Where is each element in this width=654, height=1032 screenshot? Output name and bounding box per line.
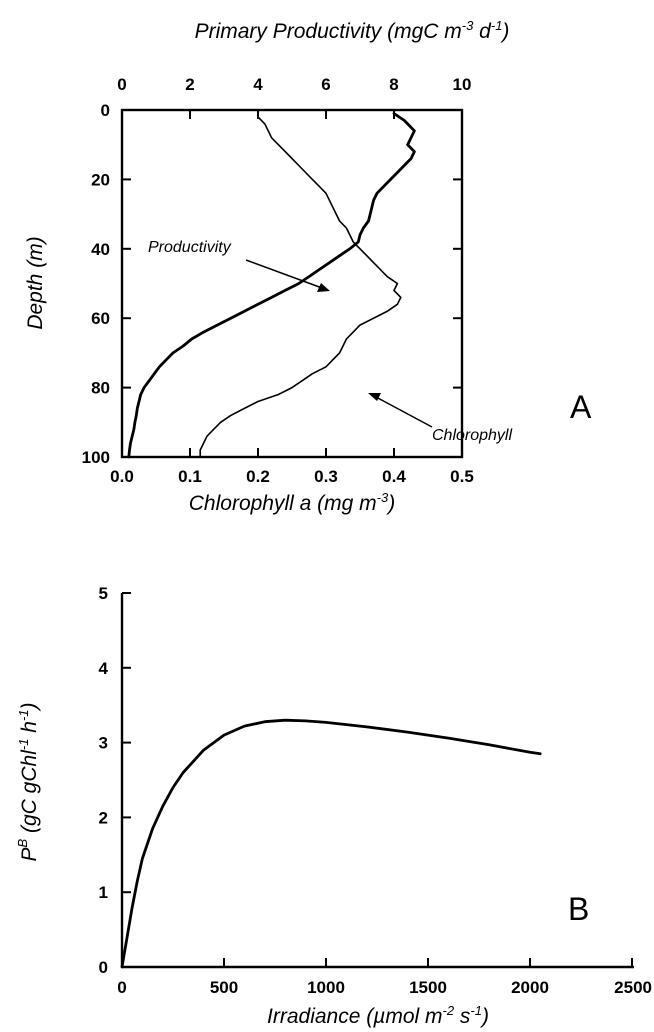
depth-axis-tick-label: 40: [91, 240, 110, 259]
depth-axis-title: Depth (m): [24, 236, 47, 329]
annotation-chlorophyll: Chlorophyll: [432, 427, 512, 444]
bottom-axis-tick-label: 0.0: [110, 467, 134, 486]
top-axis-tick-label: 6: [321, 75, 330, 94]
top-axis-tick-label: 4: [253, 75, 263, 94]
pb-axis-tick-label: 3: [99, 734, 108, 753]
top-axis-tick-label: 2: [185, 75, 194, 94]
pb-axis-tick-label: 2: [99, 808, 108, 827]
bottom-axis-title: Chlorophyll a (mg m-3): [189, 490, 395, 515]
irradiance-axis-title: Irradiance (µmol m-2 s-1): [267, 1003, 489, 1028]
pb-axis-tick-label: 5: [99, 584, 108, 603]
pb-axis-tick-labels: 0 1 2 3 4 5: [99, 584, 109, 977]
irradiance-axis-tick-label: 2500: [614, 978, 652, 997]
depth-axis-tick-labels: 0 20 40 60 80 100: [82, 101, 110, 467]
top-axis-title: Primary Productivity (mgC m-3 d-1): [195, 18, 510, 43]
irradiance-axis-tick-label: 1000: [307, 978, 345, 997]
irradiance-axis-tick-label: 0: [117, 978, 126, 997]
arrow-chlorophyll: [368, 393, 432, 427]
panel-label-a: A: [570, 389, 592, 425]
depth-axis-tick-label: 20: [91, 170, 110, 189]
pb-axis-tick-label: 0: [99, 958, 108, 977]
pb-axis-title: PB (gC gChl-1 h-1): [15, 702, 41, 861]
irradiance-axis-tick-label: 1500: [409, 978, 447, 997]
panel-b-chart: 0 1 2 3 4 5 0 500 1000 1500 2000 2500 PB (gC gChl-…: [15, 584, 652, 1028]
pb-axis-tick-label: 4: [99, 659, 109, 678]
top-axis-tick-labels: 0 2 4 6 8 10: [117, 75, 471, 94]
bottom-axis-tick-label: 0.2: [246, 467, 270, 486]
irradiance-axis-tick-label: 2000: [511, 978, 549, 997]
arrow-productivity: [246, 260, 330, 292]
chlorophyll-axis-tick-labels: 0.0 0.1 0.2 0.3 0.4 0.5: [110, 467, 474, 486]
top-axis-tick-label: 8: [389, 75, 398, 94]
depth-axis-tick-label: 100: [82, 448, 110, 467]
panel-label-b: B: [568, 891, 589, 927]
panel-a-ticks: [122, 110, 462, 457]
annotation-productivity: Productivity: [148, 239, 232, 256]
pb-axis-tick-label: 1: [99, 883, 108, 902]
irradiance-axis-tick-label: 500: [210, 978, 238, 997]
series-pi-curve-line: [122, 720, 540, 967]
bottom-axis-tick-label: 0.3: [314, 467, 338, 486]
depth-axis-tick-label: 60: [91, 309, 110, 328]
bottom-axis-tick-label: 0.5: [450, 467, 474, 486]
panel-a-chart: Primary Productivity (mgC m-3 d-1) 0 2 4 6 8…: [24, 18, 592, 515]
top-axis-tick-label: 10: [453, 75, 472, 94]
series-productivity-line: [129, 114, 415, 458]
bottom-axis-tick-label: 0.4: [382, 467, 406, 486]
panel-b-ticks: [122, 593, 632, 967]
irradiance-axis-tick-labels: 0 500 1000 1500 2000 2500: [117, 978, 652, 997]
depth-axis-tick-label: 0: [101, 101, 110, 120]
top-axis-tick-label: 0: [117, 75, 126, 94]
depth-axis-tick-label: 80: [91, 379, 110, 398]
bottom-axis-tick-label: 0.1: [178, 467, 202, 486]
panel-a-frame: [122, 110, 462, 457]
